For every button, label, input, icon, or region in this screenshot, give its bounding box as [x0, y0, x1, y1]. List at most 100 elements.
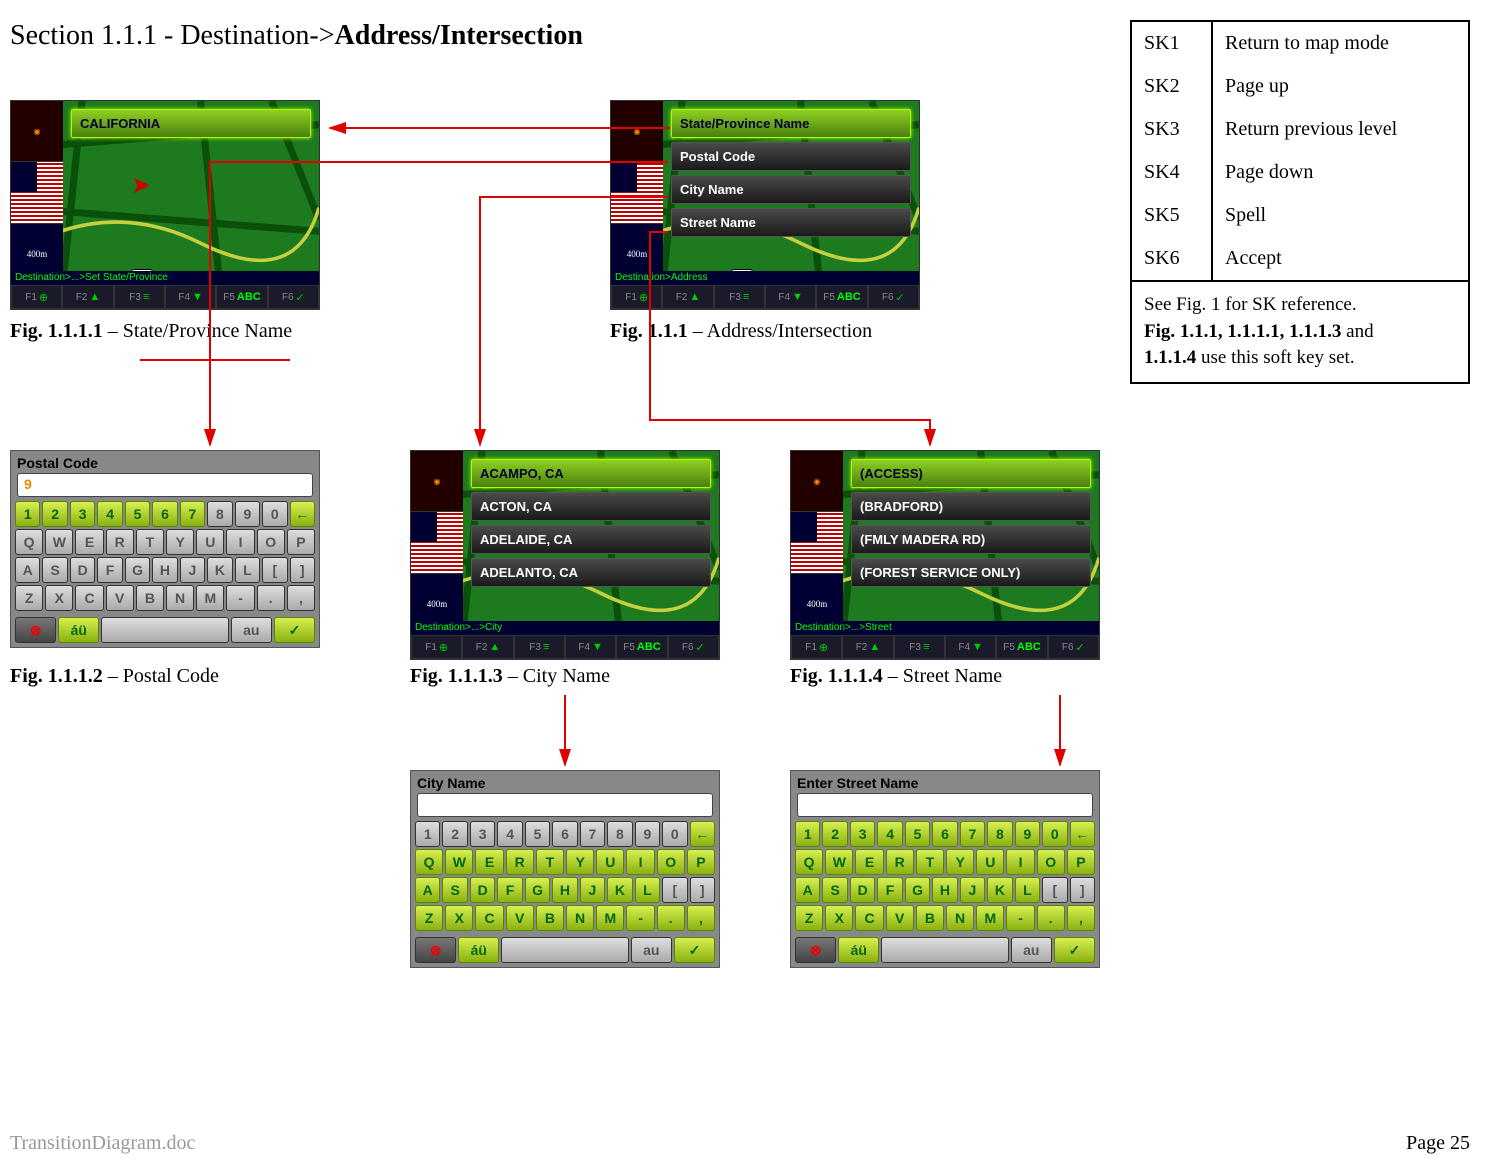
kbd-key[interactable]: E [855, 849, 883, 875]
menu-item[interactable]: (BRADFORD) [851, 492, 1091, 521]
fn-key[interactable]: F1⊕ [411, 635, 462, 659]
kbd-key[interactable]: ← [690, 821, 715, 847]
kbd-key[interactable]: S [42, 557, 67, 583]
accent-button[interactable]: áü [58, 617, 99, 643]
kbd-key[interactable]: 6 [552, 821, 577, 847]
kbd-key[interactable]: H [552, 877, 577, 903]
kbd-key[interactable]: 0 [1042, 821, 1067, 847]
kbd-key[interactable]: B [136, 585, 164, 611]
ok-button[interactable]: ✓ [1054, 937, 1095, 963]
kbd-key[interactable]: X [825, 905, 853, 931]
kbd-key[interactable]: B [916, 905, 944, 931]
kbd-key[interactable]: 4 [497, 821, 522, 847]
kbd-key[interactable]: K [607, 877, 632, 903]
kbd-key[interactable]: H [932, 877, 957, 903]
kbd-key[interactable]: D [70, 557, 95, 583]
fn-key[interactable]: F3≡ [114, 285, 165, 309]
kbd-key[interactable]: I [226, 529, 254, 555]
kbd-key[interactable]: T [916, 849, 944, 875]
kbd-key[interactable]: G [905, 877, 930, 903]
kbd-key[interactable]: 2 [42, 501, 67, 527]
menu-item[interactable]: CALIFORNIA [71, 109, 311, 138]
kbd-key[interactable]: [ [1042, 877, 1067, 903]
kbd-key[interactable]: T [136, 529, 164, 555]
kbd-key[interactable]: L [1015, 877, 1040, 903]
kbd-key[interactable]: O [657, 849, 685, 875]
kbd-key[interactable]: Y [566, 849, 594, 875]
cancel-button[interactable]: ⊗ [795, 937, 836, 963]
menu-item[interactable]: Street Name [671, 208, 911, 237]
kbd-key[interactable]: 1 [15, 501, 40, 527]
kbd-key[interactable]: 3 [850, 821, 875, 847]
fn-key[interactable]: F6✓ [268, 285, 319, 309]
kbd-key[interactable]: Z [15, 585, 43, 611]
menu-item[interactable]: ADELANTO, CA [471, 558, 711, 587]
menu-item[interactable]: City Name [671, 175, 911, 204]
kbd-key[interactable]: K [987, 877, 1012, 903]
kbd-key[interactable]: 5 [525, 821, 550, 847]
kbd-key[interactable]: 9 [635, 821, 660, 847]
au-button[interactable]: au [231, 617, 272, 643]
au-button[interactable]: au [1011, 937, 1052, 963]
kbd-key[interactable]: M [596, 905, 624, 931]
kbd-key[interactable]: U [596, 849, 624, 875]
kbd-input[interactable] [417, 793, 713, 817]
kbd-key[interactable]: . [1037, 905, 1065, 931]
kbd-key[interactable]: 8 [607, 821, 632, 847]
kbd-key[interactable]: S [442, 877, 467, 903]
au-button[interactable]: au [631, 937, 672, 963]
kbd-key[interactable]: A [795, 877, 820, 903]
kbd-key[interactable]: 6 [152, 501, 177, 527]
kbd-key[interactable]: 7 [580, 821, 605, 847]
kbd-key[interactable]: N [566, 905, 594, 931]
kbd-key[interactable]: 2 [442, 821, 467, 847]
kbd-key[interactable]: 0 [262, 501, 287, 527]
kbd-key[interactable]: 3 [470, 821, 495, 847]
kbd-key[interactable]: 2 [822, 821, 847, 847]
kbd-key[interactable]: X [445, 905, 473, 931]
kbd-key[interactable]: C [75, 585, 103, 611]
fn-key[interactable]: F4▼ [765, 285, 816, 309]
fn-key[interactable]: F6✓ [868, 285, 919, 309]
space-key[interactable] [101, 617, 228, 643]
kbd-key[interactable]: V [506, 905, 534, 931]
accent-button[interactable]: áü [458, 937, 499, 963]
kbd-key[interactable]: R [886, 849, 914, 875]
kbd-key[interactable]: L [235, 557, 260, 583]
fn-key[interactable]: F2▲ [462, 635, 513, 659]
kbd-key[interactable]: A [15, 557, 40, 583]
kbd-key[interactable]: - [626, 905, 654, 931]
menu-item[interactable]: Postal Code [671, 142, 911, 171]
kbd-key[interactable]: O [257, 529, 285, 555]
cancel-button[interactable]: ⊗ [15, 617, 56, 643]
menu-item[interactable]: ADELAIDE, CA [471, 525, 711, 554]
kbd-key[interactable]: 8 [987, 821, 1012, 847]
kbd-key[interactable]: - [226, 585, 254, 611]
space-key[interactable] [881, 937, 1008, 963]
kbd-key[interactable]: J [580, 877, 605, 903]
fn-key[interactable]: F3≡ [894, 635, 945, 659]
kbd-key[interactable]: ] [690, 877, 715, 903]
fn-key[interactable]: F4▼ [945, 635, 996, 659]
kbd-key[interactable]: P [687, 849, 715, 875]
kbd-key[interactable]: R [106, 529, 134, 555]
kbd-key[interactable]: E [75, 529, 103, 555]
kbd-key[interactable]: 1 [795, 821, 820, 847]
fn-key[interactable]: F5ABC [816, 285, 867, 309]
kbd-key[interactable]: ] [290, 557, 315, 583]
kbd-key[interactable]: Q [15, 529, 43, 555]
kbd-key[interactable]: Z [795, 905, 823, 931]
menu-item[interactable]: (FMLY MADERA RD) [851, 525, 1091, 554]
kbd-key[interactable]: C [475, 905, 503, 931]
kbd-key[interactable]: V [106, 585, 134, 611]
fn-key[interactable]: F5ABC [996, 635, 1047, 659]
fn-key[interactable]: F4▼ [565, 635, 616, 659]
kbd-key[interactable]: - [1006, 905, 1034, 931]
kbd-key[interactable]: 1 [415, 821, 440, 847]
kbd-key[interactable]: D [850, 877, 875, 903]
kbd-key[interactable]: W [445, 849, 473, 875]
kbd-key[interactable]: F [877, 877, 902, 903]
menu-item[interactable]: ACTON, CA [471, 492, 711, 521]
kbd-key[interactable]: C [855, 905, 883, 931]
kbd-key[interactable]: ← [290, 501, 315, 527]
